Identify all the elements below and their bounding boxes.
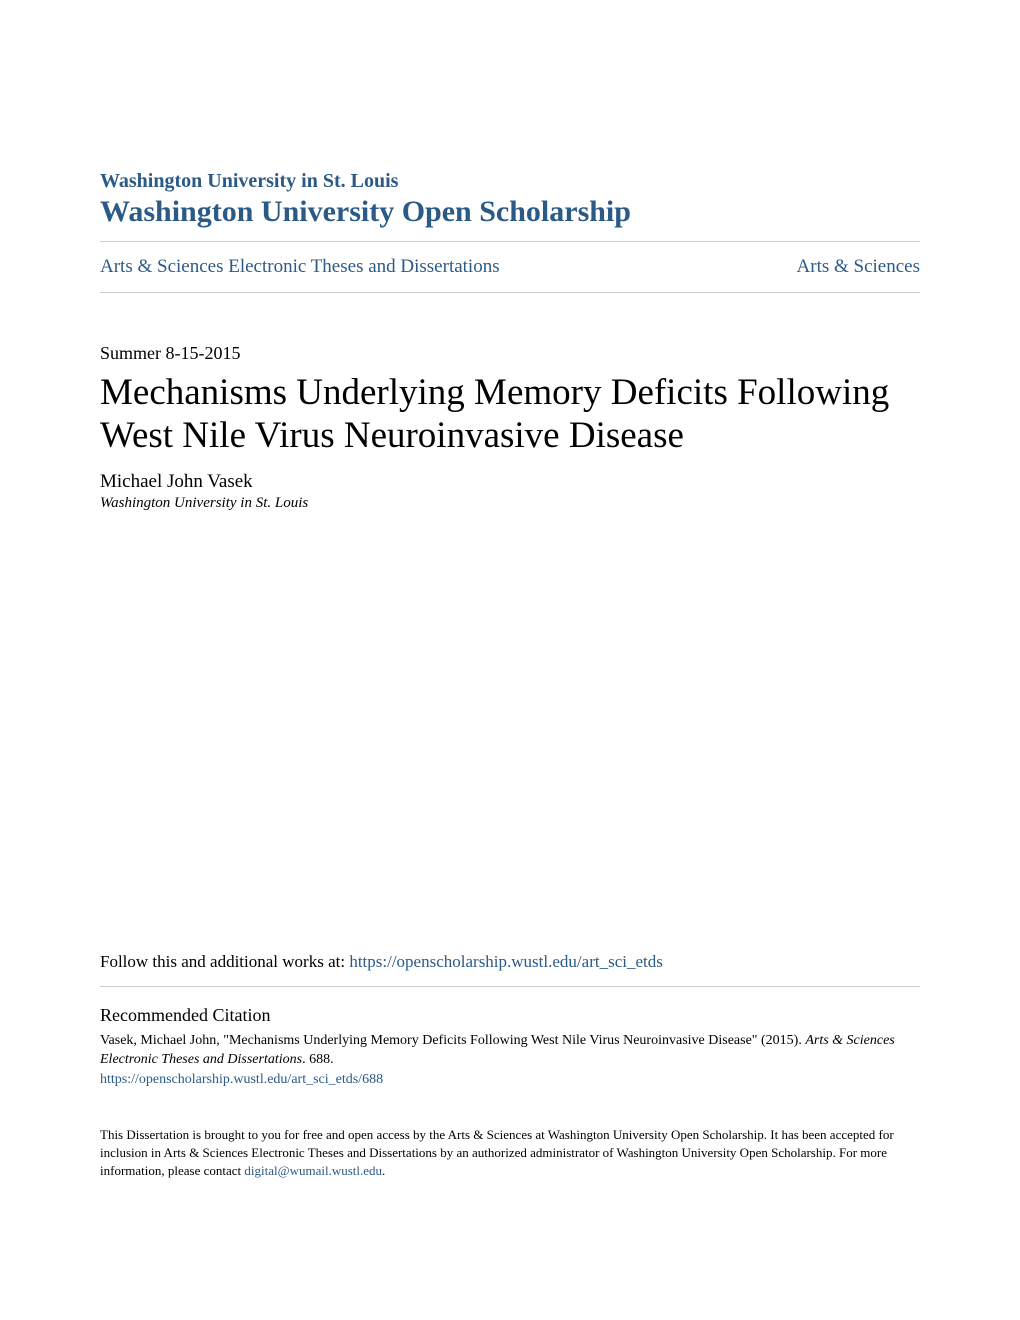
footer-disclaimer: This Dissertation is brought to you for … [100, 1126, 920, 1181]
author-affiliation: Washington University in St. Louis [100, 495, 920, 512]
follow-section: Follow this and additional works at: htt… [100, 952, 920, 972]
citation-body-part1: Vasek, Michael John, "Mechanisms Underly… [100, 1033, 805, 1048]
header-block: Washington University in St. Louis Washi… [100, 170, 920, 229]
footer-text-part2: . [382, 1163, 385, 1178]
citation-heading: Recommended Citation [100, 1005, 920, 1026]
divider-breadcrumb [100, 292, 920, 293]
citation-section: Recommended Citation Vasek, Michael John… [100, 1005, 920, 1088]
breadcrumb-collection-link[interactable]: Arts & Sciences Electronic Theses and Di… [100, 256, 500, 278]
repository-name[interactable]: Washington University Open Scholarship [100, 195, 920, 229]
citation-body-part2: . 688. [302, 1052, 334, 1067]
publication-date: Summer 8-15-2015 [100, 343, 920, 364]
institution-name[interactable]: Washington University in St. Louis [100, 170, 920, 193]
divider-follow [100, 986, 920, 987]
breadcrumb-department-link[interactable]: Arts & Sciences [797, 256, 920, 278]
paper-title: Mechanisms Underlying Memory Deficits Fo… [100, 372, 920, 457]
follow-link[interactable]: https://openscholarship.wustl.edu/art_sc… [349, 952, 663, 971]
citation-text: Vasek, Michael John, "Mechanisms Underly… [100, 1032, 920, 1070]
follow-label: Follow this and additional works at: [100, 952, 349, 971]
breadcrumb: Arts & Sciences Electronic Theses and Di… [100, 242, 920, 292]
author-name: Michael John Vasek [100, 471, 920, 493]
citation-link[interactable]: https://openscholarship.wustl.edu/art_sc… [100, 1072, 920, 1088]
footer-email-link[interactable]: digital@wumail.wustl.edu [244, 1163, 382, 1178]
footer-text-part1: This Dissertation is brought to you for … [100, 1127, 894, 1178]
